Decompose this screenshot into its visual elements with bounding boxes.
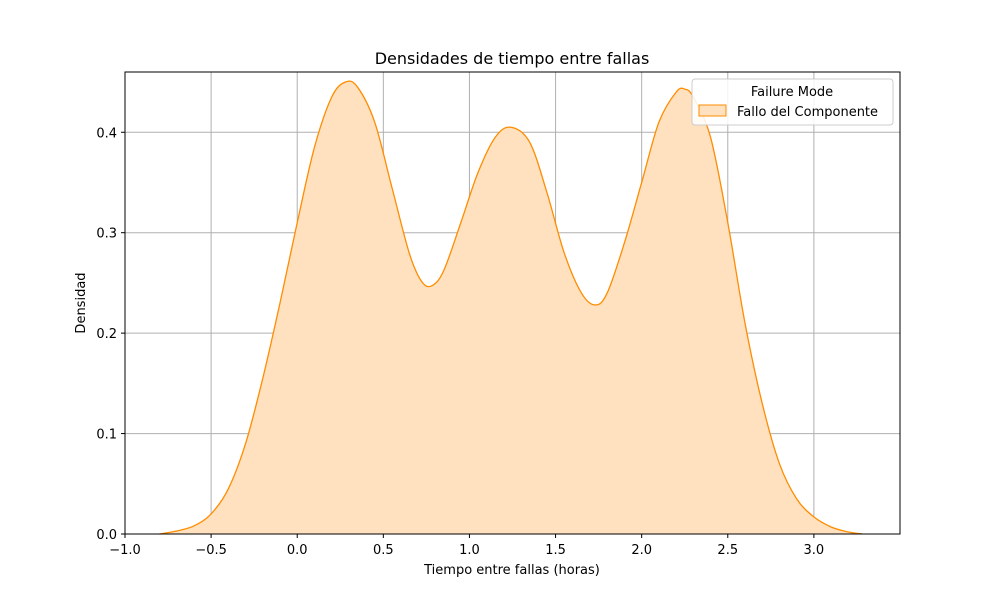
chart-title: Densidades de tiempo entre fallas	[375, 49, 650, 68]
x-tick-label: −0.5	[195, 543, 227, 558]
y-tick-label: 0.0	[96, 528, 117, 543]
legend-entry-label: Fallo del Componente	[737, 105, 878, 120]
x-tick-label: 2.5	[717, 543, 738, 558]
y-axis: 0.0 0.1 0.2 0.3 0.4	[96, 126, 125, 543]
series-layer	[159, 80, 863, 535]
y-tick-label: 0.4	[96, 126, 117, 141]
legend: Failure Mode Fallo del Componente	[691, 78, 894, 126]
legend-box	[691, 78, 894, 126]
x-tick-label: 1.0	[459, 543, 480, 558]
x-tick-label: 2.0	[631, 543, 652, 558]
density-line	[159, 80, 863, 535]
y-tick-label: 0.2	[96, 327, 117, 342]
y-tick-label: 0.1	[96, 428, 117, 443]
legend-swatch	[698, 104, 727, 117]
x-axis-label: Tiempo entre fallas (horas)	[423, 563, 600, 578]
plot-frame	[124, 71, 901, 535]
density-area	[159, 81, 863, 534]
x-tick-label: 3.0	[804, 543, 825, 558]
x-axis: −1.0 −0.5 0.0 0.5 1.0 1.5 2.0 2.5 3.0	[109, 534, 824, 558]
y-axis-label: Densidad	[74, 272, 89, 333]
x-tick-label: 0.0	[287, 543, 308, 558]
x-tick-label: −1.0	[109, 543, 141, 558]
y-tick-label: 0.3	[96, 227, 117, 242]
legend-title: Failure Mode	[751, 85, 833, 100]
x-tick-label: 1.5	[545, 543, 566, 558]
x-tick-label: 0.5	[373, 543, 394, 558]
